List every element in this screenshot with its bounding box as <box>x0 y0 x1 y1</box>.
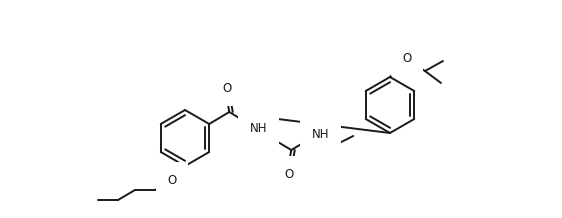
Text: O: O <box>167 174 176 187</box>
Text: O: O <box>402 51 411 65</box>
Text: O: O <box>284 167 294 181</box>
Text: NH: NH <box>250 121 267 135</box>
Text: O: O <box>223 82 232 94</box>
Text: NH: NH <box>311 128 329 140</box>
